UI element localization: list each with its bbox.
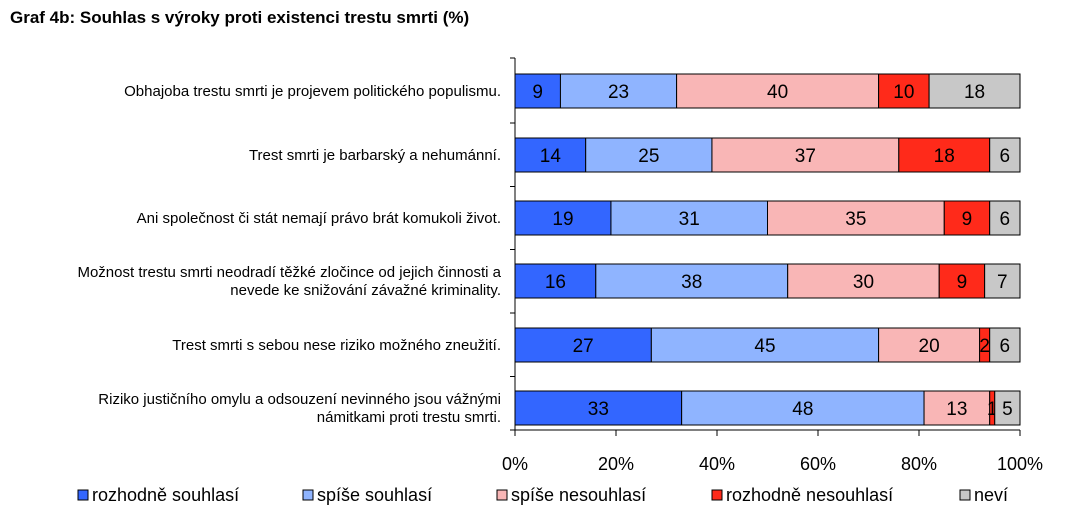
legend-label: rozhodně souhlasí (92, 485, 239, 505)
x-tick-label: 40% (699, 454, 735, 474)
category-label: Trest smrti s sebou nese riziko možného … (172, 337, 501, 354)
legend-item: spíše souhlasí (302, 485, 432, 505)
bar-segment (767, 200, 945, 236)
data-label: 6 (1000, 146, 1011, 167)
data-label: 6 (1000, 209, 1011, 230)
data-label: 19 (552, 209, 573, 230)
bar-segment (559, 73, 678, 109)
data-label: 37 (795, 146, 816, 167)
legend-label: spíše nesouhlasí (511, 485, 646, 505)
data-label: 23 (608, 82, 629, 103)
data-label: 13 (946, 399, 967, 420)
data-label: 10 (893, 82, 914, 103)
legend-label: neví (974, 485, 1008, 505)
legend-label: rozhodně nesouhlasí (726, 485, 893, 505)
data-label: 9 (957, 272, 968, 293)
bar-segment (943, 200, 991, 236)
data-label: 9 (532, 82, 543, 103)
legend-label: spíše souhlasí (317, 485, 432, 505)
data-label: 14 (540, 146, 562, 167)
legend: rozhodně souhlasí spíše souhlasí spíše nes… (77, 485, 1008, 505)
bar-segment (585, 137, 713, 173)
bar-segment (989, 200, 1021, 236)
category-label: nevede ke snižování závažné kriminality. (230, 282, 501, 299)
data-label: 6 (1000, 336, 1011, 357)
bar-segment (514, 137, 587, 173)
data-label: 7 (997, 272, 1008, 293)
data-label: 20 (919, 336, 940, 357)
data-label: 1 (987, 399, 998, 420)
data-label: 31 (679, 209, 700, 230)
data-label: 35 (845, 209, 866, 230)
bar-segment (984, 263, 1021, 299)
legend-swatch (77, 489, 89, 501)
data-label: 18 (934, 146, 955, 167)
bar-segment (898, 137, 991, 173)
data-label: 30 (853, 272, 874, 293)
x-tick-label: 100% (997, 454, 1043, 474)
data-label: 45 (754, 336, 775, 357)
bar-segment (994, 390, 1021, 426)
category-label: Ani společnost či stát nemají právo brát… (137, 210, 501, 227)
category-label: Riziko justičního omylu a odsouzení nevi… (98, 391, 501, 408)
legend-swatch (959, 489, 971, 501)
data-label: 38 (681, 272, 702, 293)
x-tick-label: 20% (598, 454, 634, 474)
legend-item: spíše nesouhlasí (496, 485, 646, 505)
bar-segment (989, 137, 1021, 173)
category-labels: Obhajoba trestu smrti je projevem politi… (77, 83, 501, 426)
legend-item: rozhodně nesouhlasí (711, 485, 893, 505)
legend-swatch (302, 489, 314, 501)
data-label: 40 (767, 82, 788, 103)
category-label: Trest smrti je barbarský a nehumánní. (249, 147, 501, 164)
category-label: Možnost trestu smrti neodradí těžké zloč… (77, 264, 501, 281)
bar-segment (610, 200, 769, 236)
x-tick-label: 0% (502, 454, 528, 474)
x-axis: 0% 20% 40% 60% 80% 100% (502, 57, 1043, 474)
legend-item: neví (959, 485, 1008, 505)
data-label: 5 (1002, 399, 1013, 420)
x-tick-label: 80% (901, 454, 937, 474)
data-label: 27 (573, 336, 594, 357)
data-label: 16 (545, 272, 566, 293)
bar-segment (514, 200, 612, 236)
data-label: 2 (979, 336, 990, 357)
data-label: 48 (792, 399, 813, 420)
legend-swatch (496, 489, 508, 501)
bar-segment (928, 73, 1021, 109)
legend-item: rozhodně souhlasí (77, 485, 239, 505)
bar-segment (650, 327, 880, 363)
data-label: 18 (964, 82, 985, 103)
legend-swatch (711, 489, 723, 501)
bar-segment (787, 263, 940, 299)
bar-segment (938, 263, 986, 299)
category-label: Obhajoba trestu smrti je projevem politi… (124, 83, 501, 100)
bar-segment (989, 327, 1021, 363)
bar-segment (711, 137, 900, 173)
chart-title: Graf 4b: Souhlas s výroky proti existenc… (10, 8, 470, 27)
bar-segment (681, 390, 925, 426)
data-label: 33 (588, 399, 609, 420)
category-label: námitkami proti trestu smrti. (317, 409, 501, 426)
data-label: 25 (638, 146, 659, 167)
x-tick-label: 60% (800, 454, 836, 474)
data-label: 9 (962, 209, 973, 230)
